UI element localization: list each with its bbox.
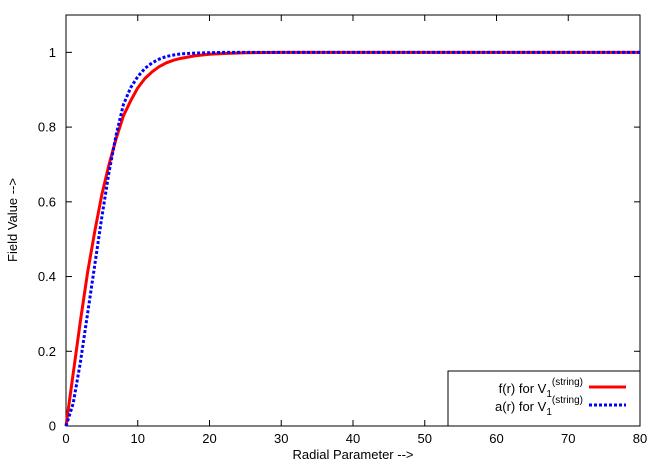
legend-label-a-sup: (string) <box>552 395 583 406</box>
y-tick-label: 1 <box>49 45 56 60</box>
x-tick-label: 10 <box>131 431 145 446</box>
legend: f(r) for V1(string) a(r) for V1(string) <box>447 370 641 427</box>
axis-tick-labels: 0 10 20 30 40 50 60 70 80 0 0.2 0.4 0.6 0.8 1 <box>38 45 647 446</box>
legend-label-a-sub: 1 <box>546 407 552 418</box>
series-line-a <box>64 50 640 427</box>
y-tick-label: 0.6 <box>38 194 56 209</box>
x-tick-label: 40 <box>346 431 360 446</box>
series-line-f <box>64 50 640 427</box>
y-tick-label: 0 <box>49 419 56 434</box>
x-tick-label: 20 <box>202 431 216 446</box>
legend-label-a: a(r) for V1(string) <box>495 395 583 418</box>
legend-label-f-main: f(r) for V <box>499 381 547 396</box>
x-tick-label: 0 <box>62 431 69 446</box>
y-tick-label: 0.2 <box>38 344 56 359</box>
legend-label-f: f(r) for V1(string) <box>499 377 583 400</box>
x-tick-label: 50 <box>418 431 432 446</box>
y-axis-title: Field Value --> <box>5 178 20 262</box>
legend-entry-f: f(r) for V1(string) <box>499 377 626 400</box>
legend-entry-a: a(r) for V1(string) <box>495 395 626 418</box>
plot-frame <box>65 14 641 427</box>
legend-label-a-main: a(r) for V <box>495 399 547 414</box>
legend-box <box>447 370 641 427</box>
x-tick-label: 30 <box>274 431 288 446</box>
x-tick-label: 80 <box>633 431 647 446</box>
y-tick-label: 0.8 <box>38 120 56 135</box>
x-axis-title: Radial Parameter --> <box>292 447 413 462</box>
axis-ticks <box>65 15 641 427</box>
x-tick-label: 70 <box>561 431 575 446</box>
y-tick-label: 0.4 <box>38 269 56 284</box>
series-lines <box>64 50 640 427</box>
legend-label-f-sub: 1 <box>546 389 552 400</box>
x-tick-label: 60 <box>489 431 503 446</box>
legend-label-f-sup: (string) <box>552 377 583 388</box>
